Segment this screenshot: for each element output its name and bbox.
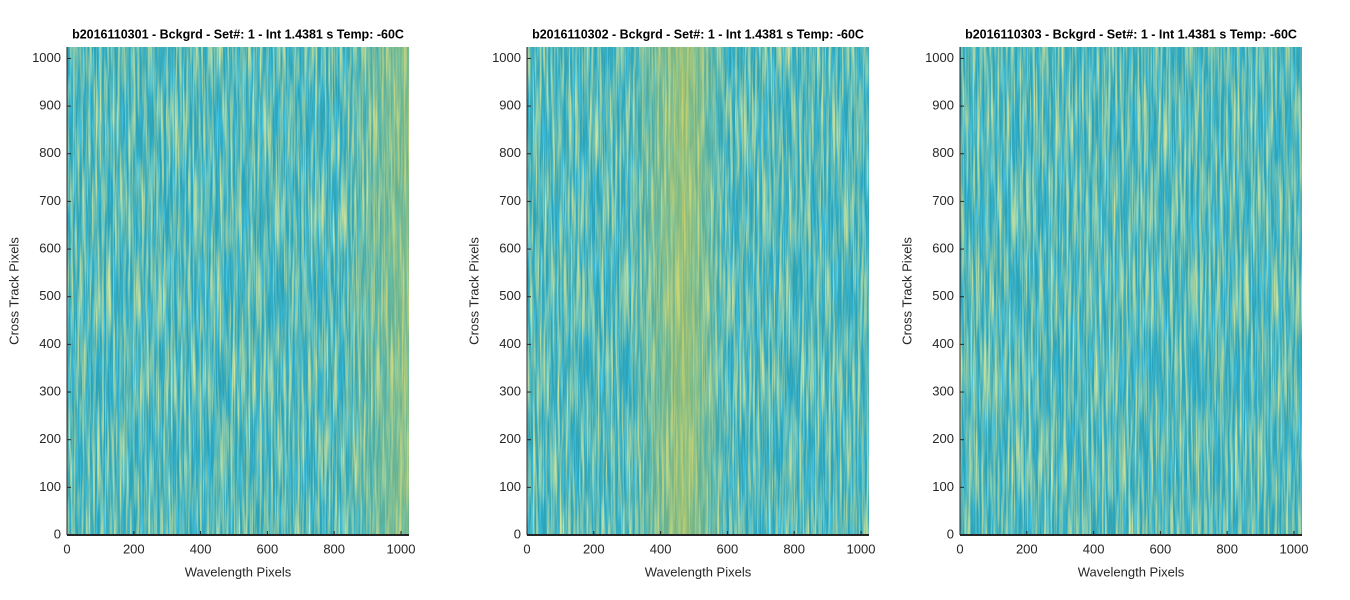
x-tick-label: 200 [1016, 541, 1038, 556]
x-tick-label: 600 [717, 541, 739, 556]
y-tick-label: 900 [499, 98, 521, 113]
x-tick-label: 0 [956, 541, 963, 556]
y-tick-label: 900 [39, 98, 61, 113]
y-tick-label: 600 [932, 241, 954, 256]
y-tick-label: 600 [499, 241, 521, 256]
y-tick-label: 300 [932, 383, 954, 398]
y-tick-label: 0 [54, 526, 61, 541]
heatmap-band [67, 47, 409, 535]
y-axis-label: Cross Track Pixels [6, 237, 21, 345]
x-tick-label: 600 [1150, 541, 1172, 556]
x-tick-label: 400 [190, 541, 212, 556]
x-tick-label: 200 [583, 541, 605, 556]
x-tick-label: 0 [63, 541, 70, 556]
y-tick-label: 900 [932, 98, 954, 113]
y-tick-label: 700 [932, 193, 954, 208]
x-tick-label: 400 [1083, 541, 1105, 556]
y-tick-label: 1000 [32, 50, 61, 65]
heatmap-image [67, 47, 409, 535]
y-tick-label: 100 [932, 479, 954, 494]
y-tick-label: 500 [499, 288, 521, 303]
y-tick-label: 100 [39, 479, 61, 494]
heatmap-band [527, 47, 869, 535]
y-tick-label: 600 [39, 241, 61, 256]
y-tick-label: 500 [39, 288, 61, 303]
y-tick-label: 100 [499, 479, 521, 494]
y-tick-label: 200 [39, 431, 61, 446]
y-tick-label: 700 [39, 193, 61, 208]
x-tick-label: 800 [323, 541, 345, 556]
y-tick-label: 0 [947, 526, 954, 541]
y-tick-label: 1000 [492, 50, 521, 65]
y-tick-label: 300 [499, 383, 521, 398]
x-tick-label: 1000 [1280, 541, 1309, 556]
y-tick-label: 800 [499, 145, 521, 160]
x-tick-label: 400 [650, 541, 672, 556]
x-tick-label: 800 [783, 541, 805, 556]
x-tick-label: 1000 [387, 541, 416, 556]
x-tick-label: 600 [257, 541, 279, 556]
y-axis-label: Cross Track Pixels [466, 237, 481, 345]
x-tick-label: 1000 [847, 541, 876, 556]
y-tick-label: 400 [499, 336, 521, 351]
heatmap-image [960, 47, 1302, 535]
x-tick-label: 200 [123, 541, 145, 556]
x-axis-label: Wavelength Pixels [1078, 564, 1185, 579]
x-axis-label: Wavelength Pixels [185, 564, 292, 579]
y-tick-label: 200 [499, 431, 521, 446]
heatmap-image [527, 47, 869, 535]
chart-title: b2016110301 - Bckgrd - Set#: 1 - Int 1.4… [72, 27, 404, 41]
y-tick-label: 500 [932, 288, 954, 303]
chart-title: b2016110302 - Bckgrd - Set#: 1 - Int 1.4… [532, 27, 864, 41]
chart-title: b2016110303 - Bckgrd - Set#: 1 - Int 1.4… [965, 27, 1297, 41]
x-tick-label: 800 [1216, 541, 1238, 556]
x-tick-label: 0 [523, 541, 530, 556]
y-tick-label: 1000 [925, 50, 954, 65]
x-axis-label: Wavelength Pixels [645, 564, 752, 579]
heatmap-band [960, 47, 1302, 535]
y-tick-label: 0 [514, 526, 521, 541]
y-tick-label: 200 [932, 431, 954, 446]
y-axis-label: Cross Track Pixels [899, 237, 914, 345]
y-tick-label: 400 [932, 336, 954, 351]
y-tick-label: 300 [39, 383, 61, 398]
y-tick-label: 700 [499, 193, 521, 208]
y-tick-label: 800 [932, 145, 954, 160]
y-tick-label: 400 [39, 336, 61, 351]
y-tick-label: 800 [39, 145, 61, 160]
